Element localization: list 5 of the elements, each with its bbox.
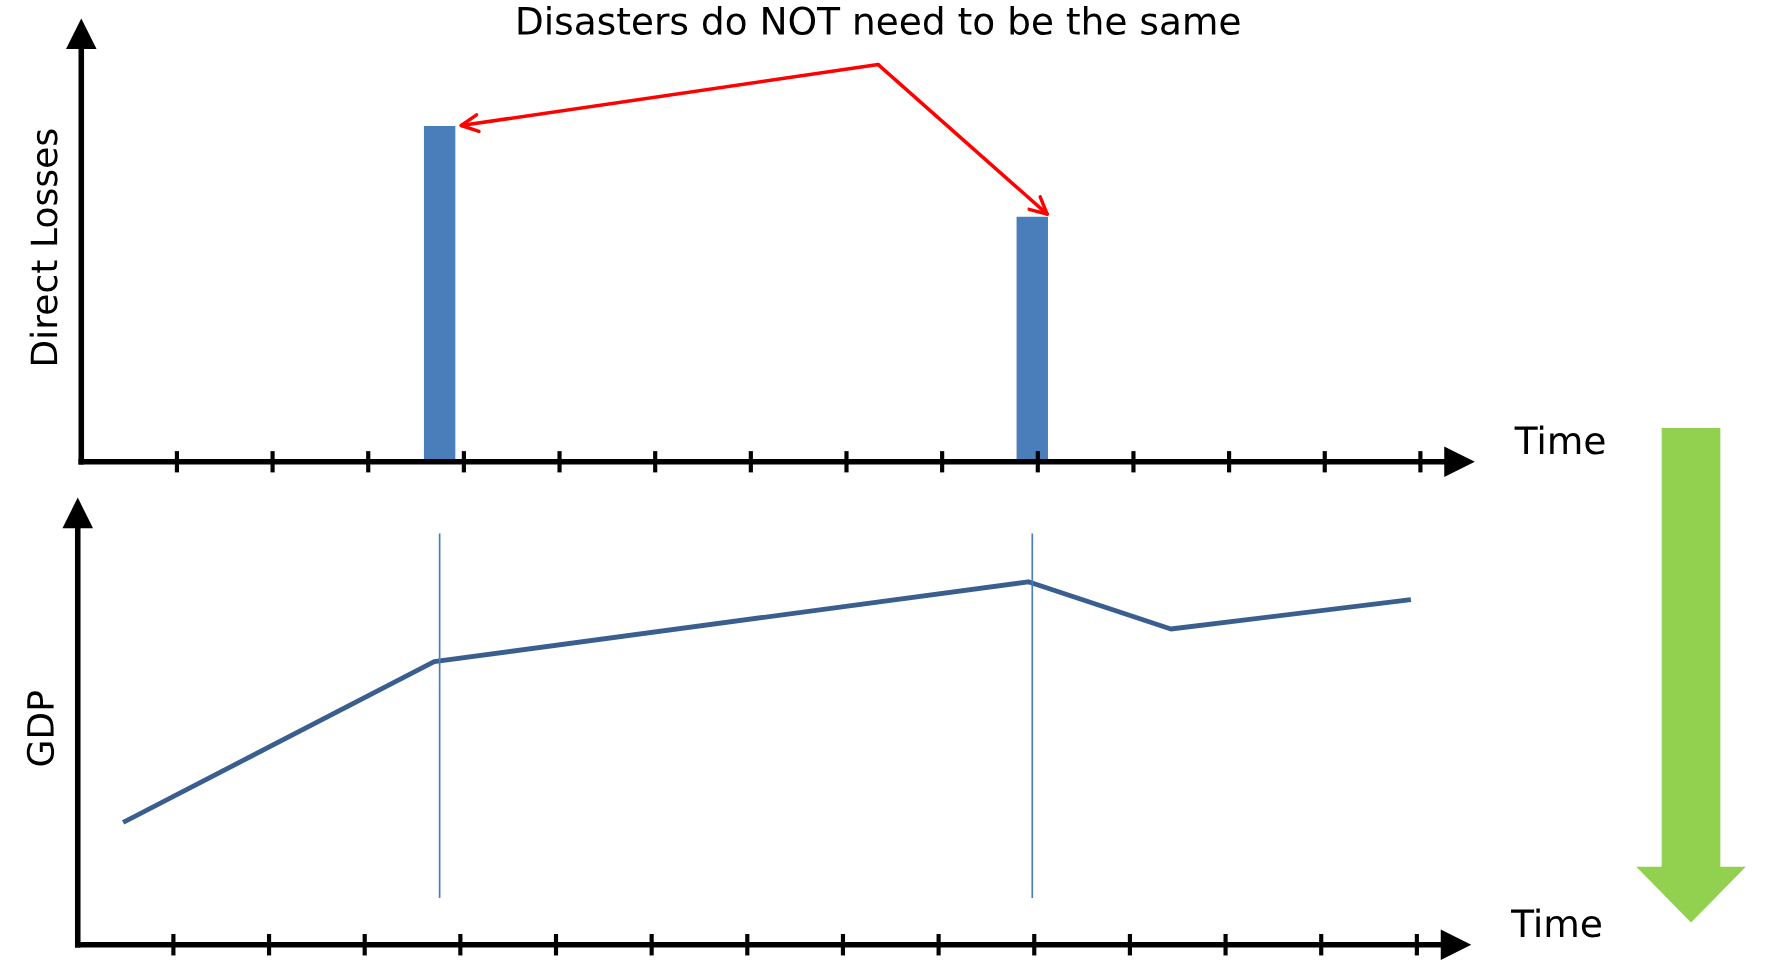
x-axis-title: Time (1511, 908, 1601, 938)
y-axis-title: GDP (26, 691, 55, 766)
y-axis-title: Direct Losses (29, 129, 58, 365)
chart-title: Disasters do NOT need to be the same (518, 5, 1240, 35)
x-axis-title: Time (1514, 425, 1605, 455)
